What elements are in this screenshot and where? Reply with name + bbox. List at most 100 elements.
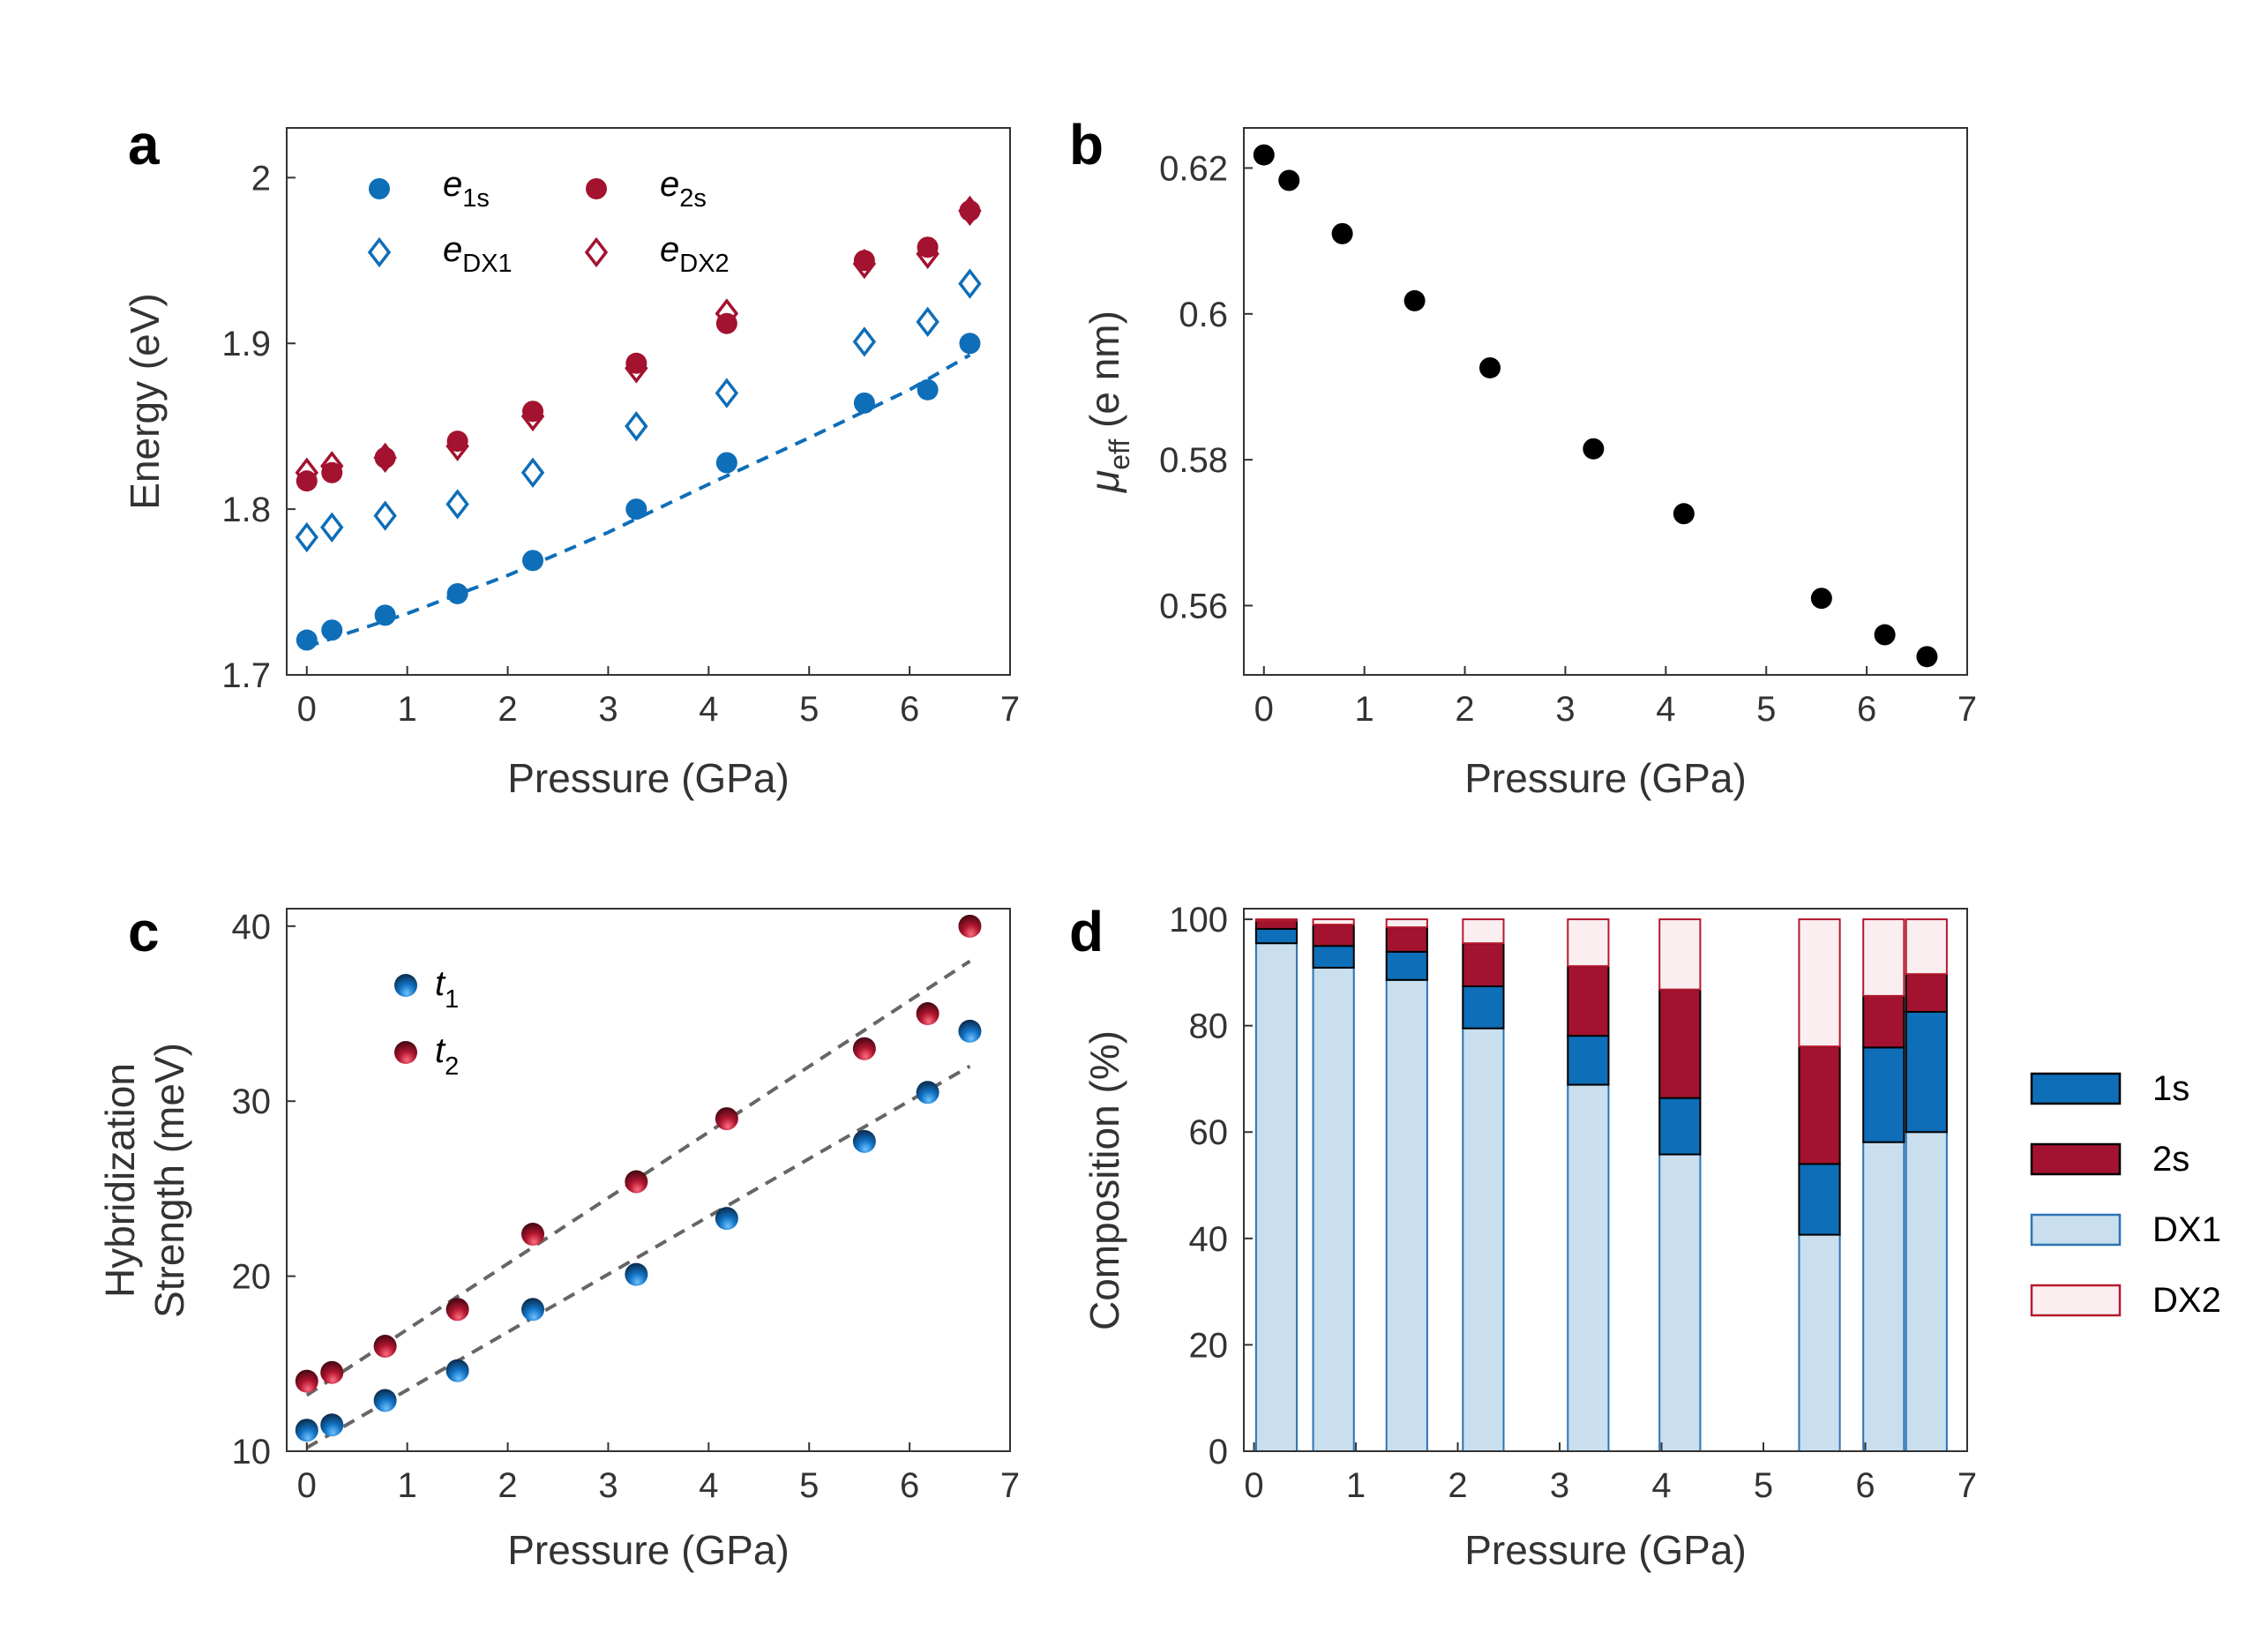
panel-a-xtick-label: 4	[699, 690, 718, 729]
bar-segment-2s	[1567, 965, 1610, 1037]
panel-d-xtick-label: 7	[1957, 1466, 1977, 1505]
bar-segment-1s	[1658, 1097, 1702, 1156]
point-mu-eff	[1583, 438, 1605, 460]
bar-segment-2s	[1254, 919, 1299, 930]
point-t_1	[295, 1419, 318, 1442]
bar-segment-2s	[1462, 942, 1505, 988]
panel-a-ytick-label: 1.8	[221, 490, 271, 529]
legend-edx1: eDX1	[443, 230, 513, 278]
panel-b-xtick-label: 4	[1656, 690, 1675, 729]
point-e_DX1	[295, 521, 318, 553]
point-t_1	[715, 1207, 738, 1231]
point-e_DX1	[625, 411, 648, 442]
point-e_2s	[296, 470, 318, 492]
panel-b-xtick-label: 6	[1857, 690, 1876, 729]
panel-c-ytick-label: 40	[232, 908, 272, 947]
panel-c-xtick-label: 0	[297, 1466, 317, 1505]
point-e_DX1	[445, 489, 469, 520]
point-mu-eff	[1810, 588, 1832, 610]
point-e_DX2	[295, 457, 318, 488]
point-t_1	[373, 1389, 397, 1412]
panel-c-axes-box	[286, 908, 1011, 1452]
point-e_2s	[374, 446, 396, 468]
legend-swatch-1s	[2030, 1072, 2122, 1105]
panel-c-chart: 0 1 2 3 4 5 6 7 10 20 30 40 Pressure (GPa) Hybridiz…	[97, 908, 1020, 1573]
panel-d-xtick-label: 2	[1448, 1466, 1467, 1505]
legend-marker-edx1	[367, 236, 392, 268]
panel-a-ylabel: Energy (eV)	[122, 293, 168, 509]
panel-d-axes-box	[1243, 908, 1968, 1452]
bar-segment-1s	[1905, 1010, 1948, 1134]
legend-marker-t1	[394, 974, 417, 997]
panel-b-axes-box	[1243, 127, 1968, 676]
bar-segment-DX1	[1462, 1027, 1505, 1452]
panel-a-xtick-label: 2	[498, 690, 517, 729]
panel-a-xtick-label: 6	[900, 690, 919, 729]
bar-segment-DX2	[1798, 918, 1841, 1048]
bar-segment-DX1	[1798, 1233, 1841, 1452]
legend-marker-e2s	[586, 178, 607, 199]
panel-c-xtick-label: 2	[498, 1466, 517, 1505]
panel-b-xtick-label: 0	[1254, 690, 1274, 729]
bar-segment-DX1	[1658, 1153, 1702, 1452]
bar-segment-DX2	[1862, 918, 1905, 997]
bar-segment-2s	[1798, 1045, 1841, 1165]
legend-2s: 2s	[2152, 1140, 2189, 1179]
panel-c-xlabel: Pressure (GPa)	[507, 1527, 790, 1573]
panel-letter-d: d	[1069, 900, 1104, 963]
panel-d-xtick-label: 5	[1754, 1466, 1773, 1505]
panel-d-ytick-label: 60	[1189, 1113, 1229, 1152]
point-e_DX1	[852, 326, 877, 357]
point-e_2s	[853, 250, 875, 272]
bar-segment-2s	[1385, 926, 1428, 953]
panel-c-xtick-label: 6	[900, 1466, 919, 1505]
point-e_1s	[959, 333, 981, 355]
panel-b-xtick-label: 2	[1455, 690, 1474, 729]
panel-d-xtick-label: 1	[1346, 1466, 1366, 1505]
bar-segment-2s	[1862, 994, 1905, 1049]
point-mu-eff	[1278, 169, 1300, 191]
point-mu-eff	[1331, 222, 1353, 244]
panel-d-ytick-label: 0	[1209, 1433, 1228, 1471]
point-e_DX1	[520, 457, 545, 488]
legend-e1s: e1s	[443, 165, 490, 213]
point-t_2	[625, 1170, 648, 1194]
bar-segment-DX2	[1312, 918, 1355, 926]
bar-segment-2s	[1905, 973, 1948, 1013]
panel-a-ytick-label: 2	[251, 159, 271, 198]
panel-a-ytick-label: 1.9	[221, 325, 271, 363]
legend-t1: t1	[435, 964, 459, 1014]
point-t_2	[521, 1223, 545, 1246]
panel-a-xtick-label: 1	[398, 690, 417, 729]
point-e_DX2	[625, 353, 648, 384]
panel-b-ytick-label: 0.62	[1159, 149, 1228, 188]
point-mu-eff	[1479, 356, 1501, 378]
point-e_1s	[853, 392, 875, 414]
point-t_2	[320, 1360, 344, 1384]
panel-a-xtick-label: 5	[799, 690, 819, 729]
panel-c-xtick-label: 3	[598, 1466, 618, 1505]
panel-d-legend: 1s 2s DX1 DX2	[2030, 1069, 2221, 1320]
point-t_2	[445, 1298, 469, 1322]
legend-marker-t2	[394, 1041, 417, 1064]
bar-segment-1s	[1254, 927, 1299, 945]
panel-d-chart: 0 1 2 3 4 5 6 7 0 20 40 60 80 100 Pressure (GPa) Comp…	[1082, 901, 2221, 1573]
point-t_1	[916, 1081, 939, 1105]
point-e_1s	[625, 498, 647, 520]
point-mu-eff	[1916, 646, 1938, 668]
bar-segment-DX1	[1905, 1131, 1948, 1453]
panel-d-ytick-label: 20	[1189, 1326, 1229, 1365]
point-e_DX2	[916, 238, 939, 269]
point-e_2s	[446, 431, 468, 453]
bar-segment-1s	[1462, 985, 1505, 1030]
panel-b-xlabel: Pressure (GPa)	[1464, 755, 1747, 801]
point-t_1	[445, 1359, 469, 1382]
point-t_1	[958, 1019, 982, 1043]
panel-d-xtick-label: 3	[1550, 1466, 1569, 1505]
bar-segment-DX2	[1254, 918, 1299, 922]
point-e_DX2	[320, 451, 344, 482]
panel-d-ytick-label: 100	[1169, 901, 1228, 940]
bar-segment-DX1	[1254, 942, 1299, 1452]
point-e_DX2	[445, 431, 469, 461]
point-e_1s	[917, 378, 939, 401]
